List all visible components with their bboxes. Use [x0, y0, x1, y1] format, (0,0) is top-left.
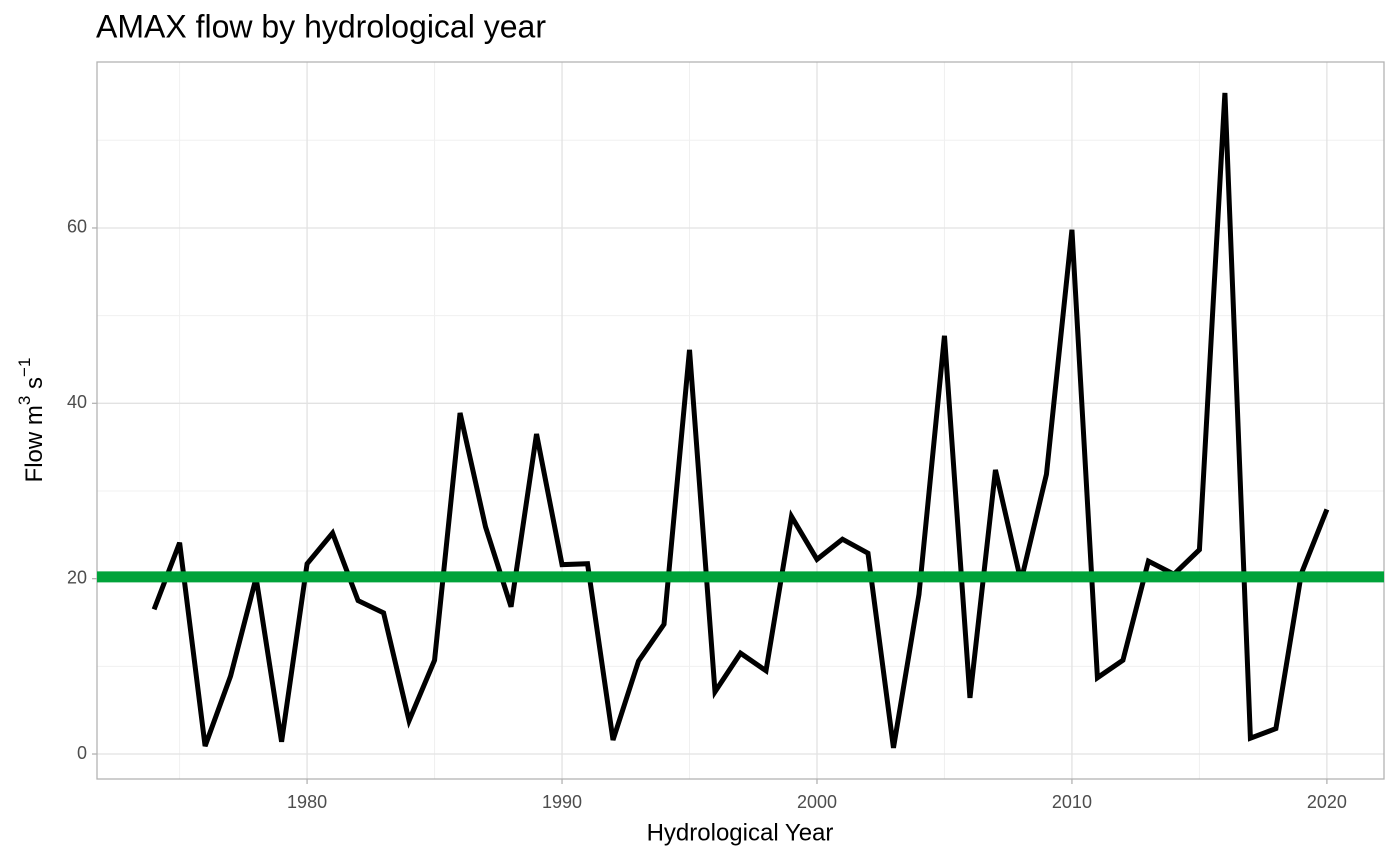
y-tick-label: 20: [67, 567, 87, 587]
x-tick-label: 2000: [797, 792, 837, 812]
y-tick-label: 60: [67, 217, 87, 237]
data-line: [151, 92, 1330, 749]
y-axis-title-part: s: [21, 377, 48, 396]
y-axis-title-part: 3: [15, 396, 34, 405]
x-axis-title: Hydrological Year: [647, 819, 834, 846]
chart-title: AMAX flow by hydrological year: [96, 8, 546, 44]
y-tick-label: 40: [67, 392, 87, 412]
y-axis-title-part: Flow m: [21, 405, 48, 482]
y-axis-title: Flow m3 s−1: [15, 358, 48, 483]
x-tick-label: 1980: [287, 792, 327, 812]
x-tick-label: 2010: [1052, 792, 1092, 812]
y-axis-title-part: −1: [15, 358, 34, 377]
plot-border: [96, 61, 1385, 780]
y-tick-label: 0: [77, 743, 87, 763]
x-tick-label: 1990: [542, 792, 582, 812]
x-tick-label: 2020: [1307, 792, 1347, 812]
